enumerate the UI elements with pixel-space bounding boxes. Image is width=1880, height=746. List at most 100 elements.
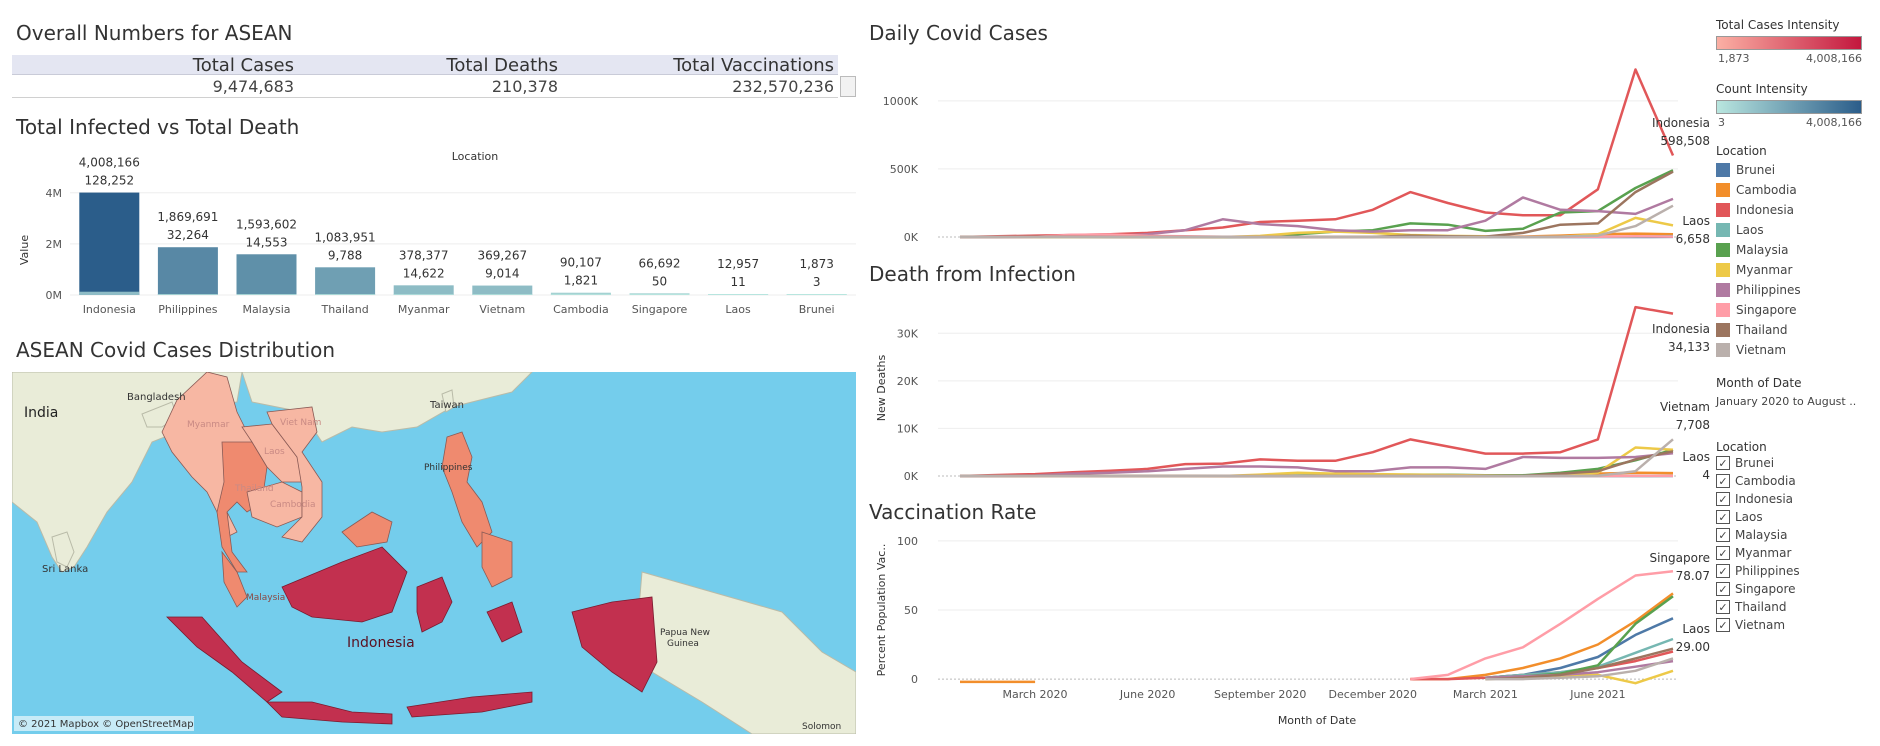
philippines-mindanao-region[interactable] (481, 531, 513, 588)
indonesia-maluku-region[interactable] (486, 601, 523, 643)
annotation-laos: Laos (1682, 450, 1710, 464)
checkbox-checked-icon[interactable]: ✓ (1716, 510, 1730, 524)
filter-item-thailand[interactable]: ✓ Thailand (1716, 598, 1876, 616)
count-intensity-ramp (1716, 100, 1862, 114)
bar-deaths-label: 128,252 (84, 174, 134, 188)
bar-deaths-label: 50 (652, 274, 667, 288)
filter-item-vietnam[interactable]: ✓ Vietnam (1716, 616, 1876, 634)
line-singapore[interactable] (1410, 569, 1674, 681)
bar-deaths-thailand[interactable] (315, 294, 376, 295)
checkbox-checked-icon[interactable]: ✓ (1716, 528, 1730, 542)
line-vietnam[interactable] (1485, 657, 1674, 681)
y-tick-label: 0K (904, 231, 919, 244)
bar-category-label: Laos (725, 303, 751, 316)
legend-label: Myanmar (1736, 263, 1793, 277)
line-indonesia[interactable] (959, 305, 1674, 478)
indonesia-java-region[interactable] (266, 701, 393, 725)
asean-map[interactable]: India Bangladesh Sri Lanka Taiwan Myanma… (12, 372, 856, 734)
vaccination-title: Vaccination Rate (869, 500, 1037, 524)
bar-deaths-singapore[interactable] (629, 294, 690, 295)
legend-item-brunei[interactable]: Brunei (1716, 160, 1876, 180)
location-filter-title: Location (1716, 440, 1767, 454)
line-vietnam[interactable] (960, 204, 1674, 239)
bar-category-label: Cambodia (553, 303, 609, 316)
x-tick-label: December 2020 (1329, 688, 1418, 701)
legend-item-malaysia[interactable]: Malaysia (1716, 240, 1876, 260)
bar-deaths-laos[interactable] (708, 294, 769, 295)
bar-deaths-label: 11 (730, 275, 745, 289)
month-filter-value[interactable]: January 2020 to August .. (1716, 395, 1857, 408)
bar-cases-thailand[interactable] (315, 267, 376, 295)
bar-cases-indonesia[interactable] (79, 192, 140, 295)
line-vietnam[interactable] (960, 438, 1674, 478)
checkbox-checked-icon[interactable]: ✓ (1716, 582, 1730, 596)
overall-scrollbar[interactable] (840, 76, 856, 97)
philippines-luzon-region[interactable] (441, 431, 493, 548)
checkbox-checked-icon[interactable]: ✓ (1716, 474, 1730, 488)
bar-cases-philippines[interactable] (157, 247, 218, 295)
legend-swatch (1716, 183, 1730, 197)
legend-label: Philippines (1736, 283, 1801, 297)
line-cambodia[interactable] (960, 592, 1674, 684)
legend-item-cambodia[interactable]: Cambodia (1716, 180, 1876, 200)
bar-deaths-myanmar[interactable] (393, 294, 454, 295)
filter-item-malaysia[interactable]: ✓ Malaysia (1716, 526, 1876, 544)
legend-item-vietnam[interactable]: Vietnam (1716, 340, 1876, 360)
indonesia-kalimantan-region[interactable] (281, 546, 408, 623)
indonesia-sulawesi-region[interactable] (416, 576, 453, 633)
legend-item-indonesia[interactable]: Indonesia (1716, 200, 1876, 220)
checkbox-checked-icon[interactable]: ✓ (1716, 456, 1730, 470)
line-philippines[interactable] (1485, 659, 1674, 679)
filter-item-brunei[interactable]: ✓ Brunei (1716, 454, 1876, 472)
y-tick-label: 30K (897, 327, 919, 340)
bar-deaths-brunei[interactable] (786, 294, 847, 295)
bar-deaths-cambodia[interactable] (550, 294, 611, 295)
overall-value-vaccinations: 232,570,236 (732, 77, 834, 96)
line-philippines[interactable] (960, 451, 1674, 478)
bar-deaths-philippines[interactable] (157, 294, 218, 295)
filter-item-philippines[interactable]: ✓ Philippines (1716, 562, 1876, 580)
indonesia-sumatra-region[interactable] (166, 616, 283, 703)
filter-item-indonesia[interactable]: ✓ Indonesia (1716, 490, 1876, 508)
checkbox-checked-icon[interactable]: ✓ (1716, 492, 1730, 506)
x-tick-label: March 2020 (1003, 688, 1068, 701)
bar-deaths-malaysia[interactable] (236, 294, 297, 295)
checkbox-checked-icon[interactable]: ✓ (1716, 600, 1730, 614)
legend-item-laos[interactable]: Laos (1716, 220, 1876, 240)
bar-cases-malaysia[interactable] (236, 254, 297, 295)
overall-title: Overall Numbers for ASEAN (16, 21, 293, 45)
bar-cases-cambodia[interactable] (550, 292, 611, 295)
legend-item-myanmar[interactable]: Myanmar (1716, 260, 1876, 280)
malaysia-peninsula-region[interactable] (221, 550, 248, 608)
filter-item-laos[interactable]: ✓ Laos (1716, 508, 1876, 526)
month-filter-title: Month of Date (1716, 376, 1802, 390)
indonesia-papua-region[interactable] (571, 596, 658, 693)
thailand-region[interactable] (216, 441, 268, 573)
map-attribution: © 2021 Mapbox © OpenStreetMap (18, 719, 194, 730)
vietnam-region[interactable] (266, 406, 323, 543)
malaysia-borneo-region[interactable] (341, 511, 393, 548)
annotation-indonesia: Indonesia (1652, 116, 1710, 130)
bar-cases-vietnam[interactable] (472, 285, 533, 295)
bar-deaths-vietnam[interactable] (472, 294, 533, 295)
filter-item-myanmar[interactable]: ✓ Myanmar (1716, 544, 1876, 562)
bar-deaths-indonesia[interactable] (79, 291, 140, 295)
legend-label: Vietnam (1736, 343, 1787, 357)
legend-item-thailand[interactable]: Thailand (1716, 320, 1876, 340)
filter-item-singapore[interactable]: ✓ Singapore (1716, 580, 1876, 598)
annotation-value-indonesia: 598,508 (1660, 134, 1710, 148)
legend-item-singapore[interactable]: Singapore (1716, 300, 1876, 320)
legend-item-philippines[interactable]: Philippines (1716, 280, 1876, 300)
checkbox-checked-icon[interactable]: ✓ (1716, 618, 1730, 632)
y-tick-label: 20K (897, 375, 919, 388)
checkbox-checked-icon[interactable]: ✓ (1716, 564, 1730, 578)
filter-item-cambodia[interactable]: ✓ Cambodia (1716, 472, 1876, 490)
checkbox-checked-icon[interactable]: ✓ (1716, 546, 1730, 560)
annotation-laos: Laos (1682, 214, 1710, 228)
y-tick-label: 500K (890, 163, 919, 176)
bar-deaths-label: 14,622 (403, 266, 445, 280)
myanmar-region[interactable] (161, 372, 253, 538)
bar-cases-myanmar[interactable] (393, 285, 454, 295)
bar-cases-label: 4,008,166 (79, 156, 140, 170)
indonesia-nusa-region[interactable] (406, 691, 533, 718)
